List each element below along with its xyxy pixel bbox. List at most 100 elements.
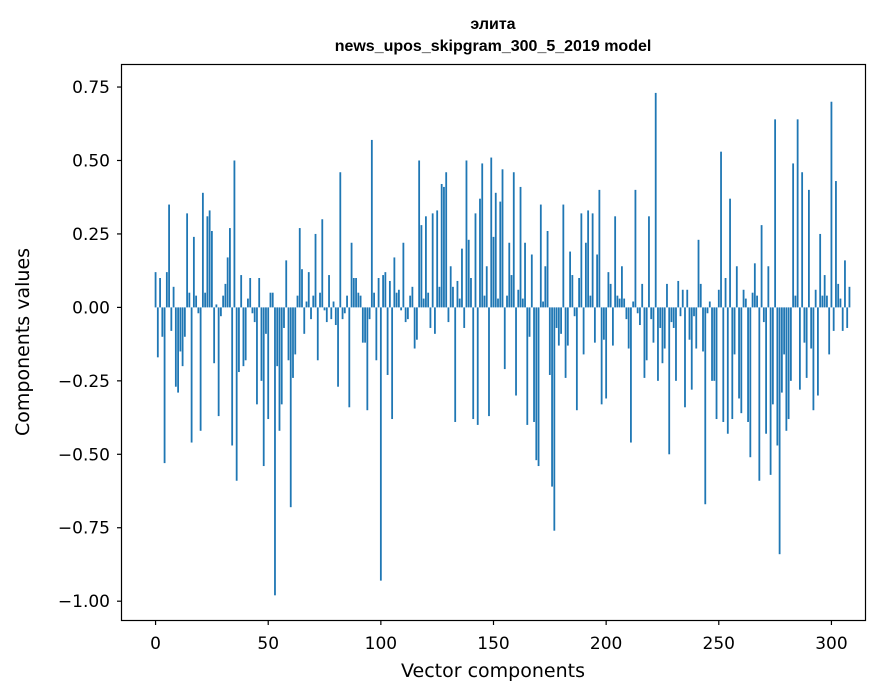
bar xyxy=(654,92,657,308)
bar xyxy=(767,266,770,308)
bar xyxy=(819,233,822,308)
bar xyxy=(274,307,276,596)
bar xyxy=(609,283,612,308)
bar xyxy=(226,257,229,308)
y-tick-label: −0.50 xyxy=(58,445,110,465)
bar xyxy=(641,283,644,308)
bar xyxy=(494,192,497,308)
bar xyxy=(823,275,826,308)
bar xyxy=(627,307,630,349)
bar xyxy=(699,283,702,308)
bar xyxy=(465,160,468,308)
x-axis-label: Vector components xyxy=(401,660,585,682)
bar xyxy=(639,307,641,326)
chart-title-line2: news_upos_skipgram_300_5_2019 model xyxy=(335,38,652,55)
bar xyxy=(346,295,348,308)
bar xyxy=(544,266,547,308)
bar xyxy=(334,307,337,326)
bar xyxy=(262,307,265,467)
y-tick-label: −0.25 xyxy=(58,372,110,392)
bar xyxy=(440,183,443,308)
bar xyxy=(542,301,544,308)
bar xyxy=(575,307,578,411)
bar xyxy=(826,295,828,308)
bar xyxy=(546,231,549,308)
bar xyxy=(821,295,824,308)
bar xyxy=(521,298,524,308)
bar xyxy=(598,189,601,308)
bar xyxy=(364,307,366,343)
bar xyxy=(233,160,236,308)
bar xyxy=(557,307,560,346)
bar xyxy=(621,266,623,308)
bar xyxy=(217,307,220,417)
bar xyxy=(174,307,177,387)
bar xyxy=(564,307,567,378)
bar xyxy=(332,301,335,308)
bar xyxy=(265,307,267,334)
bar xyxy=(573,307,576,317)
bar xyxy=(803,307,806,343)
bar xyxy=(370,139,373,308)
bar xyxy=(177,307,179,393)
bar xyxy=(307,272,310,308)
bar xyxy=(650,307,653,320)
bar xyxy=(645,307,648,361)
bar xyxy=(740,307,743,414)
bar xyxy=(738,307,740,399)
bar xyxy=(787,307,790,420)
bar xyxy=(562,204,565,308)
bar xyxy=(195,295,198,308)
bar xyxy=(382,275,385,308)
bar xyxy=(395,292,398,308)
x-tick-label: 50 xyxy=(257,634,279,654)
bar xyxy=(539,204,542,308)
bar xyxy=(690,307,693,390)
bar xyxy=(555,307,558,328)
bar xyxy=(210,231,213,308)
bar xyxy=(697,239,700,308)
bar xyxy=(406,307,409,320)
bar xyxy=(283,307,285,328)
bar xyxy=(839,298,842,308)
bar xyxy=(258,278,261,308)
bar xyxy=(618,298,621,308)
bar xyxy=(238,307,240,373)
bar xyxy=(244,307,247,361)
bar xyxy=(596,254,599,308)
bar xyxy=(774,119,777,308)
bar xyxy=(501,169,504,308)
bar xyxy=(316,307,319,361)
y-axis-ticks: −1.00 −0.75 −0.50 −0.25 0.00 0.25 0.50 0.75 xyxy=(58,78,122,612)
bar xyxy=(693,307,695,317)
bar xyxy=(161,307,164,337)
bar xyxy=(704,307,707,505)
bar xyxy=(605,307,608,399)
bar xyxy=(677,280,680,308)
bar xyxy=(636,307,639,314)
bar xyxy=(602,307,605,340)
bar xyxy=(328,275,330,308)
bar xyxy=(179,307,182,352)
bar xyxy=(632,301,635,308)
bar xyxy=(201,192,204,308)
bar xyxy=(242,307,245,367)
bar xyxy=(298,228,301,308)
bar xyxy=(303,307,306,334)
bar xyxy=(657,307,659,381)
bar xyxy=(666,283,668,308)
bar xyxy=(524,242,526,308)
bar xyxy=(733,307,736,355)
bar xyxy=(548,307,551,375)
bar xyxy=(165,272,168,308)
bar xyxy=(485,266,488,308)
x-axis-ticks: 0 50 100 150 200 250 300 xyxy=(150,620,848,654)
bar xyxy=(348,307,351,408)
bar xyxy=(492,236,495,308)
y-tick-label: 0.25 xyxy=(72,225,110,245)
bar xyxy=(497,298,499,308)
bar xyxy=(377,278,380,308)
bar xyxy=(452,286,454,308)
bar xyxy=(713,307,716,381)
